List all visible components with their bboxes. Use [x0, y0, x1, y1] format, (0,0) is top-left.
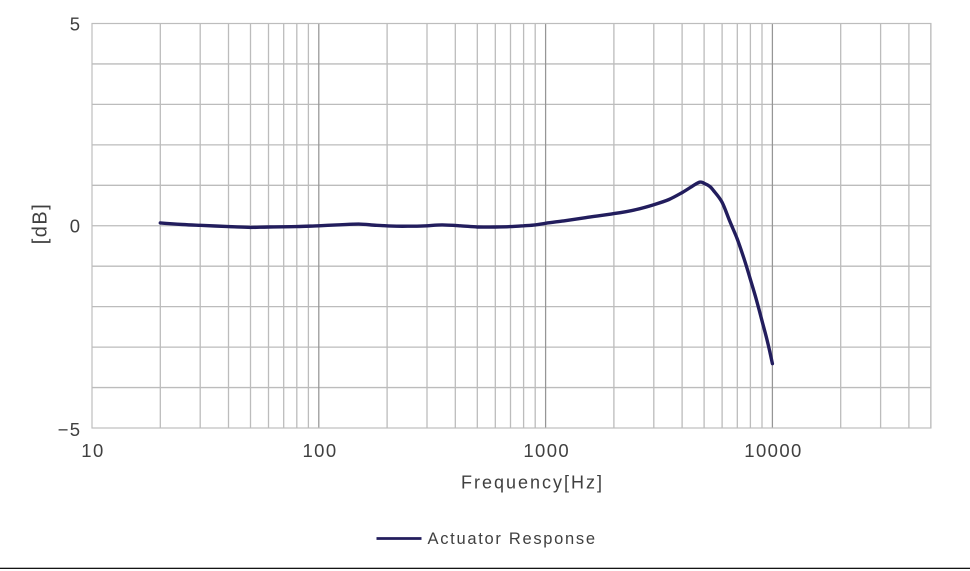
- svg-text:Actuator Response: Actuator Response: [428, 530, 597, 548]
- svg-text:10000: 10000: [744, 440, 802, 461]
- svg-text:Frequency[Hz]: Frequency[Hz]: [461, 473, 604, 493]
- svg-text:−5: −5: [58, 419, 82, 440]
- svg-text:100: 100: [302, 440, 337, 461]
- svg-text:5: 5: [70, 14, 82, 35]
- svg-text:0: 0: [70, 215, 82, 236]
- svg-text:[dB]: [dB]: [30, 203, 52, 245]
- svg-text:1000: 1000: [523, 440, 570, 461]
- svg-text:10: 10: [81, 440, 104, 461]
